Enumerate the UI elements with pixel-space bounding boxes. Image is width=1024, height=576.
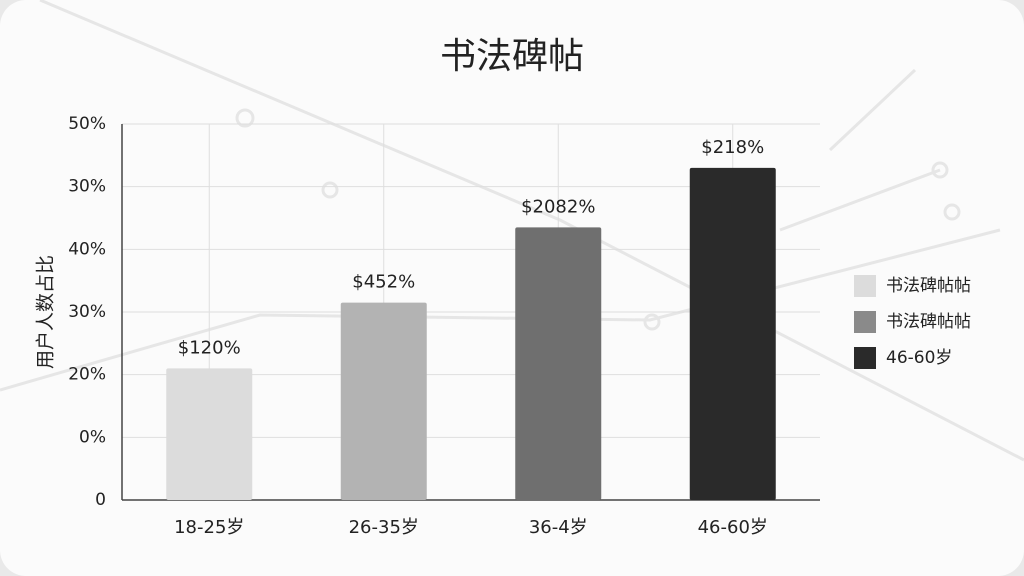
x-tick-label: 18-25岁: [174, 517, 244, 538]
bar: [166, 368, 253, 500]
bar: [340, 302, 427, 500]
x-tick-label: 46-60岁: [698, 517, 768, 538]
bar: [515, 227, 602, 500]
y-tick-label: 0: [95, 490, 106, 510]
y-tick-label: 20%: [68, 365, 106, 385]
legend-label: 书法碑帖帖: [886, 312, 971, 332]
legend-swatch: [854, 347, 876, 369]
legend-swatch: [854, 275, 876, 297]
y-tick-label: 0%: [79, 427, 106, 447]
y-tick-label: 30%: [68, 177, 106, 197]
bar: [689, 167, 776, 500]
x-tick-label: 26-35岁: [349, 517, 419, 538]
bar-label: $2082%: [521, 196, 595, 217]
y-axis-label: 用户人数占比: [35, 255, 57, 369]
y-tick-label: 40%: [68, 239, 106, 259]
chart-title: 书法碑帖: [440, 36, 584, 77]
legend-label: 书法碑帖帖: [886, 276, 971, 296]
bar-label: $452%: [352, 272, 415, 293]
x-tick-label: 36-4岁: [529, 517, 588, 538]
y-tick-label: 30%: [68, 302, 106, 322]
legend-label: 46-60岁: [886, 348, 952, 368]
bar-label: $218%: [701, 137, 764, 158]
legend-swatch: [854, 311, 876, 333]
decoration: [0, 0, 1024, 460]
bar-label: $120%: [178, 337, 241, 358]
y-tick-label: 50%: [68, 114, 106, 134]
